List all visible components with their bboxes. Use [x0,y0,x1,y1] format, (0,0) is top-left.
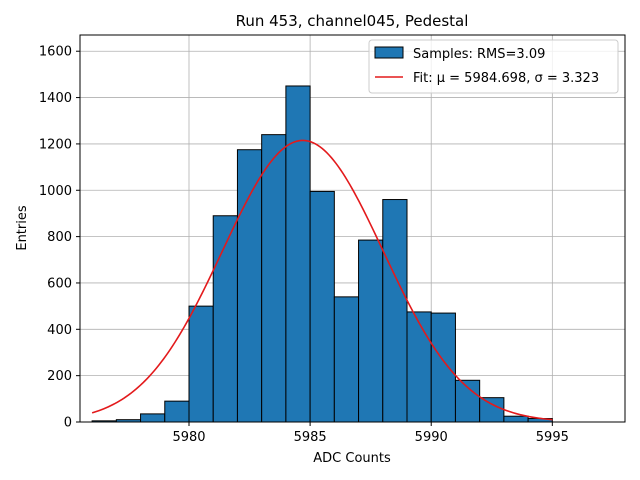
histogram-bar [382,199,408,423]
histogram-bar [261,134,287,423]
y-tick-label: 1600 [39,45,72,60]
chart-title: Run 453, channel045, Pedestal [236,12,469,30]
y-tick-label: 0 [64,416,72,431]
y-tick-label: 1200 [39,137,72,152]
legend-patch-swatch [374,46,404,59]
legend-box [368,39,619,94]
legend: Samples: RMS=3.09 Fit: μ = 5984.698, σ =… [368,39,619,94]
histogram-bar [430,312,456,423]
x-axis-label: ADC Counts [313,451,391,466]
legend-entry-samples: Samples: RMS=3.09 [413,47,545,62]
legend-entry-fit: Fit: μ = 5984.698, σ = 3.323 [413,71,599,86]
histogram-bar [358,239,384,423]
histogram-bar [479,397,505,423]
histogram-bar [503,415,529,423]
histogram-bar [285,85,311,423]
x-axis-ticks: 5980 5985 5990 5995 [172,422,569,445]
histogram-bar [140,413,166,423]
histogram-bars [91,85,553,423]
histogram-bar [236,149,263,423]
y-tick-label: 200 [47,369,72,384]
y-axis-ticks: 0 200 400 600 800 1000 1200 1400 1600 [39,45,80,431]
y-tick-label: 400 [47,323,72,338]
histogram-bar [333,296,360,423]
y-tick-label: 600 [47,276,72,291]
x-tick-label: 5995 [536,430,569,445]
plot-frame [79,34,626,423]
histogram-bar [188,305,214,423]
histogram-bar [164,400,190,423]
y-tick-label: 1400 [39,91,72,106]
histogram-bar [309,190,335,423]
y-tick-label: 1000 [39,184,72,199]
y-axis-label: Entries [15,205,30,251]
y-tick-label: 800 [47,230,72,245]
x-tick-label: 5990 [415,430,448,445]
x-tick-label: 5980 [172,430,205,445]
x-tick-label: 5985 [294,430,327,445]
fit-curve [91,139,553,421]
histogram-bar [212,215,238,423]
histogram-bar [406,311,432,423]
